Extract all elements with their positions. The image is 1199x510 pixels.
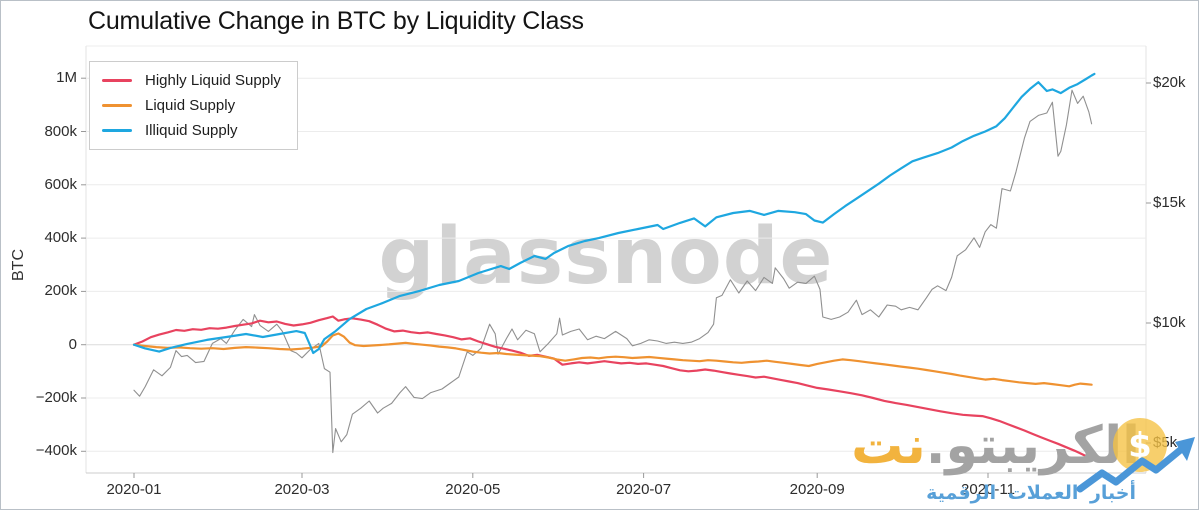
legend-label: Illiquid Supply <box>145 122 238 139</box>
legend-swatch-icon <box>102 79 132 82</box>
chart-title: Cumulative Change in BTC by Liquidity Cl… <box>88 7 584 35</box>
legend-item-illiquid-supply[interactable]: Illiquid Supply <box>102 118 281 143</box>
y-left-tick-label: −400k <box>35 442 77 460</box>
glassnode-watermark: glassnode <box>378 212 834 302</box>
y-left-tick-label: 0 <box>68 335 77 353</box>
y-left-tick-label: 1M <box>56 69 77 87</box>
y-left-tick-label: 800k <box>44 122 77 140</box>
series-line-btc-price-usd- <box>133 89 1093 454</box>
x-tick-label: 2020-05 <box>445 481 501 498</box>
legend-label: Liquid Supply <box>145 97 236 114</box>
x-tick-label: 2020-07 <box>616 481 672 498</box>
y-right-tick-label: $15k <box>1153 194 1186 211</box>
y-right-tick-label: $5k <box>1153 434 1178 451</box>
legend-item-liquid-supply[interactable]: Liquid Supply <box>102 93 281 118</box>
y-left-tick-label: 200k <box>44 282 77 300</box>
legend-item-highly-liquid-supply[interactable]: Highly Liquid Supply <box>102 68 281 93</box>
y-left-tick-label: 600k <box>44 175 77 193</box>
legend-swatch-icon <box>102 129 132 132</box>
x-tick-label: 2020-11 <box>961 481 1015 498</box>
series-line-highly-liquid-supply <box>132 315 1093 460</box>
y-right-tick-label: $10k <box>1153 314 1186 331</box>
legend-swatch-icon <box>102 104 132 107</box>
legend-label: Highly Liquid Supply <box>145 72 281 89</box>
series-line-liquid-supply <box>132 332 1093 388</box>
legend: Highly Liquid Supply Liquid Supply Illiqui… <box>89 61 298 150</box>
y-right-tick-label: $20k <box>1153 74 1186 91</box>
series-line-illiquid-supply <box>132 72 1096 355</box>
x-tick-label: 2020-03 <box>274 481 330 498</box>
x-tick-label: 2020-01 <box>106 481 162 498</box>
y-left-tick-label: −200k <box>35 389 77 406</box>
y-left-tick-label: 400k <box>44 229 77 247</box>
x-tick-label: 2020-09 <box>789 481 845 498</box>
